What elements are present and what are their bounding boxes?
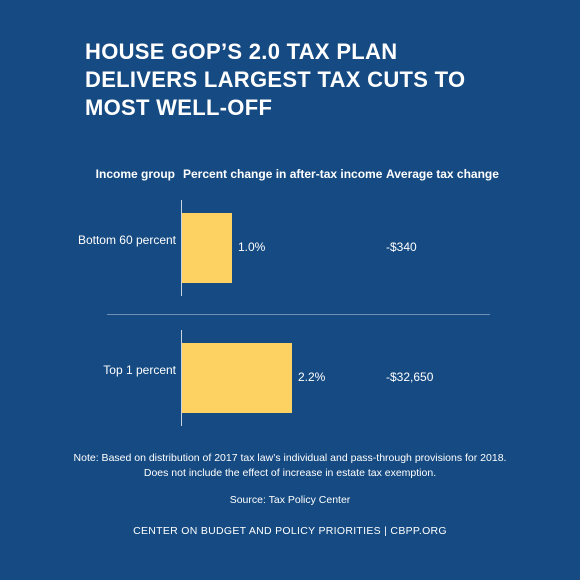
chart-title: HOUSE GOP’S 2.0 TAX PLAN DELIVERS LARGES… <box>85 39 466 120</box>
axis-line <box>181 330 182 426</box>
value-label: 1.0% <box>238 240 266 254</box>
category-label: Bottom 60 percent <box>77 233 176 247</box>
axis-line <box>181 200 182 296</box>
column-header: Percent change in after-tax income <box>183 167 383 181</box>
separator <box>107 314 490 315</box>
average-tax-change: -$32,650 <box>386 370 434 384</box>
bar <box>182 213 232 283</box>
value-label: 2.2% <box>298 370 326 384</box>
category-label: Top 1 percent <box>103 363 176 377</box>
average-tax-change: -$340 <box>386 240 417 254</box>
source: Source: Tax Policy Center <box>229 494 351 506</box>
column-header: Average tax change <box>386 167 499 181</box>
footer: CENTER ON BUDGET AND POLICY PRIORITIES |… <box>133 525 447 537</box>
column-header: Income group <box>95 167 175 181</box>
bar <box>182 343 292 413</box>
note: Note: Based on distribution of 2017 tax … <box>73 452 507 464</box>
note: Does not include the effect of increase … <box>143 467 437 479</box>
